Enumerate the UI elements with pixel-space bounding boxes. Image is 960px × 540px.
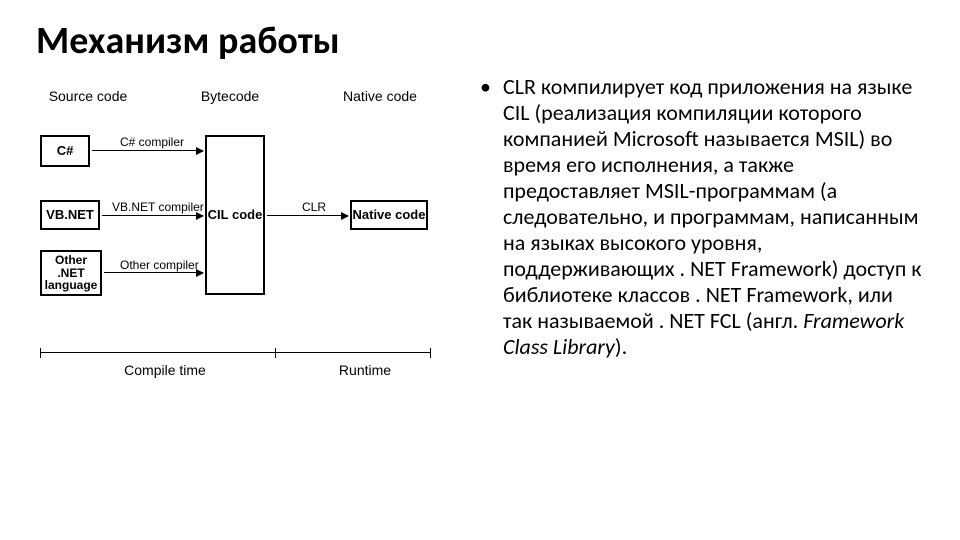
timeline-line [40,352,430,353]
edge-label-other: Other compiler [120,258,199,272]
col-header-source: Source code [48,88,128,104]
compilation-diagram: Source code Bytecode Native code C# VB.N… [30,80,470,480]
arrow-vbnet-cil [102,215,203,216]
slide-title: Механизм работы [36,18,340,64]
bullet-text-tail: ). [615,333,627,360]
timeline-tick-middle [275,348,276,358]
timeline-label-runtime: Runtime [330,362,400,378]
box-other: Other .NET language [40,250,102,296]
box-native: Native code [350,200,428,230]
box-cil: CIL code [205,135,265,295]
bullet-marker: • [480,74,498,100]
box-vbnet: VB.NET [40,200,100,230]
timeline-label-compile: Compile time [120,362,210,378]
col-header-bytecode: Bytecode [195,88,265,104]
col-header-native: Native code [340,88,420,104]
bullet-text-main: CLR компилирует код приложения на языке … [503,73,922,334]
edge-label-clr: CLR [302,200,326,214]
arrow-other-cil [104,272,203,273]
arrow-csharp-cil [92,150,203,151]
edge-label-vbnet: VB.NET compiler [112,200,204,214]
box-csharp: C# [40,135,90,167]
arrow-cil-native [267,215,348,216]
timeline-tick-start [40,348,41,358]
bullet-paragraph: • CLR компилирует код приложения на язык… [480,74,930,359]
edge-label-csharp: C# compiler [120,135,184,149]
bullet-text: CLR компилирует код приложения на языке … [503,74,923,359]
timeline-tick-end [430,348,431,358]
